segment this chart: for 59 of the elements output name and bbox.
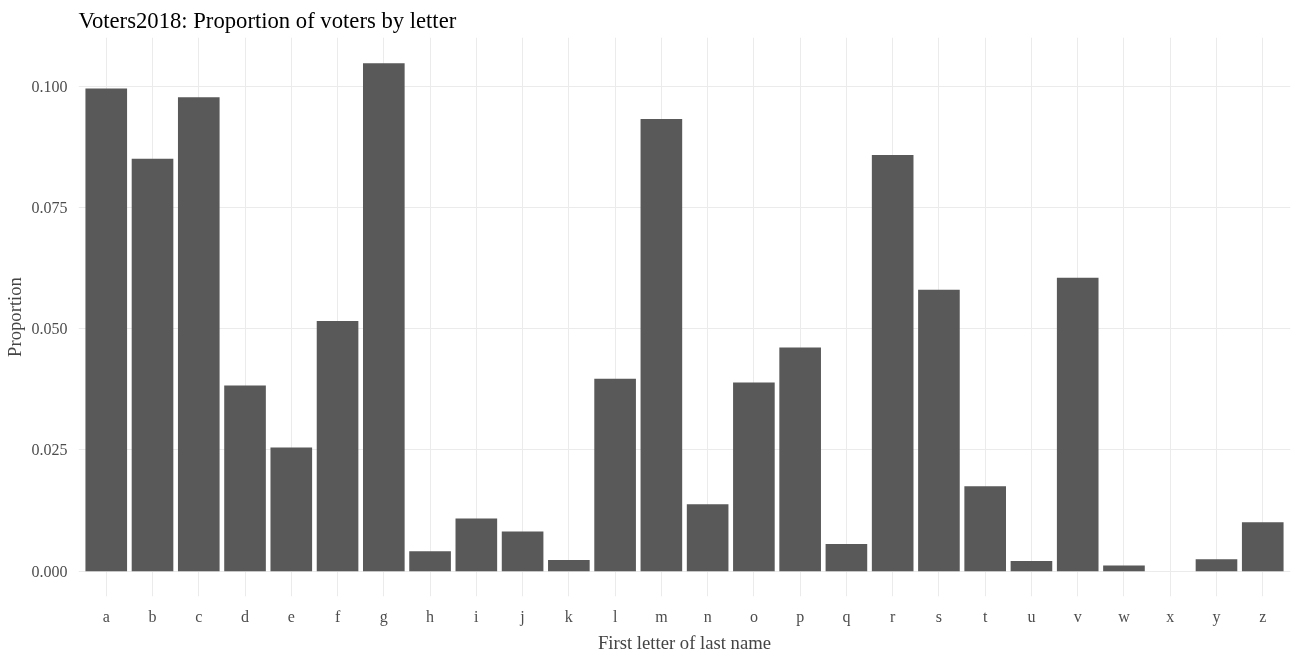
chart-title: Voters2018: Proportion of voters by letter — [78, 7, 457, 33]
bar — [501, 531, 544, 572]
y-tick-label: 0.100 — [31, 77, 68, 95]
x-tick-label: j — [519, 607, 525, 626]
bar — [363, 63, 405, 572]
bar — [640, 119, 683, 572]
x-tick-label: e — [287, 607, 295, 625]
bar — [871, 154, 914, 572]
y-tick-label: 0.075 — [31, 198, 68, 216]
bar — [918, 289, 960, 572]
x-tick-label: c — [195, 607, 203, 625]
bar — [409, 551, 451, 572]
x-tick-label: i — [474, 607, 480, 625]
bar — [455, 518, 498, 572]
x-tick-label: t — [982, 607, 988, 625]
bar — [548, 560, 590, 572]
x-tick-label: x — [1166, 607, 1175, 625]
bar — [1241, 522, 1284, 572]
x-axis-title: First letter of last name — [597, 631, 772, 653]
y-tick-label: 0.025 — [31, 441, 68, 459]
x-tick-label: y — [1212, 607, 1221, 626]
bar — [1010, 561, 1053, 572]
bar — [594, 378, 636, 572]
x-tick-label: b — [148, 607, 157, 625]
bar — [964, 486, 1006, 572]
x-tick-label: k — [564, 607, 573, 625]
x-tick-label: r — [890, 607, 896, 625]
bar — [316, 320, 359, 572]
y-tick-label: 0.000 — [31, 562, 68, 580]
x-tick-label: n — [703, 607, 712, 625]
x-tick-label: f — [334, 607, 341, 625]
bar — [1195, 559, 1238, 572]
x-tick-label: l — [612, 607, 618, 625]
bar — [1103, 565, 1145, 572]
x-tick-label: g — [379, 607, 388, 626]
x-tick-label: m — [655, 607, 669, 625]
x-tick-label: v — [1073, 607, 1082, 625]
x-tick-label: s — [935, 607, 943, 625]
y-axis-title: Proportion — [3, 276, 25, 357]
x-tick-label: a — [102, 607, 110, 625]
bar — [825, 544, 868, 572]
bar — [1056, 277, 1099, 572]
x-tick-label: p — [796, 607, 805, 626]
x-tick-label: h — [426, 607, 435, 625]
x-tick-label: z — [1259, 607, 1267, 625]
bar — [177, 97, 220, 572]
bar — [131, 158, 174, 572]
bar — [733, 382, 775, 572]
bar — [224, 385, 266, 572]
bar — [270, 447, 313, 572]
bar — [779, 347, 821, 572]
bar — [85, 88, 128, 572]
x-tick-label: u — [1027, 607, 1036, 625]
bar — [686, 504, 729, 572]
y-tick-label: 0.050 — [31, 320, 68, 338]
x-tick-label: w — [1118, 607, 1131, 625]
x-tick-label: q — [842, 607, 851, 626]
x-tick-label: o — [749, 607, 758, 625]
x-tick-label: d — [241, 607, 250, 625]
